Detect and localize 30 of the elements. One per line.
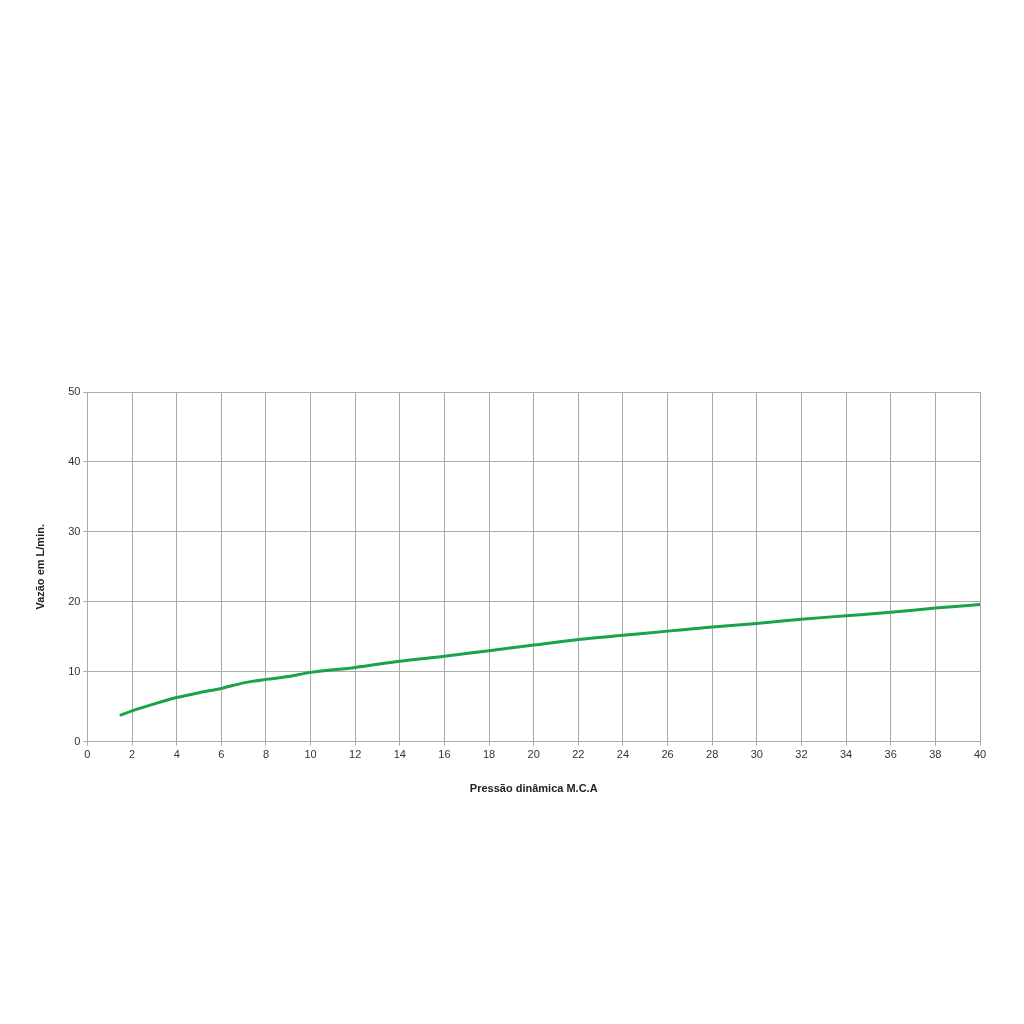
- y-tick-label: 50: [68, 385, 81, 398]
- y-axis-title: Vazão em L/min.: [33, 524, 46, 610]
- x-tick-label: 32: [795, 748, 808, 761]
- x-tick-label: 6: [218, 748, 225, 761]
- y-tick-label: 20: [68, 594, 81, 607]
- x-tick-label: 16: [438, 748, 451, 761]
- x-axis-title: Pressão dinâmica M.C.A: [469, 782, 598, 795]
- y-tick-label: 0: [74, 734, 81, 747]
- x-tick-label: 10: [304, 748, 317, 761]
- x-tick-label: 2: [129, 748, 136, 761]
- y-tick-label: 30: [68, 524, 81, 537]
- x-tick-label: 34: [839, 748, 853, 761]
- x-tick-label: 38: [929, 748, 942, 761]
- x-tick-label: 28: [706, 748, 719, 761]
- y-tick-label: 40: [68, 454, 81, 467]
- x-tick-label: 20: [527, 748, 540, 761]
- x-tick-label: 30: [750, 748, 763, 761]
- x-tick-label: 12: [349, 748, 362, 761]
- line-series: [119, 603, 980, 717]
- x-tick-label: 36: [884, 748, 897, 761]
- x-tick-label: 40: [973, 748, 987, 761]
- x-tick-label: 26: [661, 748, 674, 761]
- x-tick-label: 14: [393, 748, 406, 761]
- x-tick-label: 18: [482, 748, 496, 761]
- x-tick-label: 22: [572, 748, 585, 761]
- x-tick-label: 4: [173, 748, 180, 761]
- x-tick-label: 8: [262, 748, 270, 761]
- x-tick-label: 24: [616, 748, 630, 761]
- y-tick-label: 10: [68, 664, 81, 677]
- x-tick-label: 0: [84, 748, 91, 761]
